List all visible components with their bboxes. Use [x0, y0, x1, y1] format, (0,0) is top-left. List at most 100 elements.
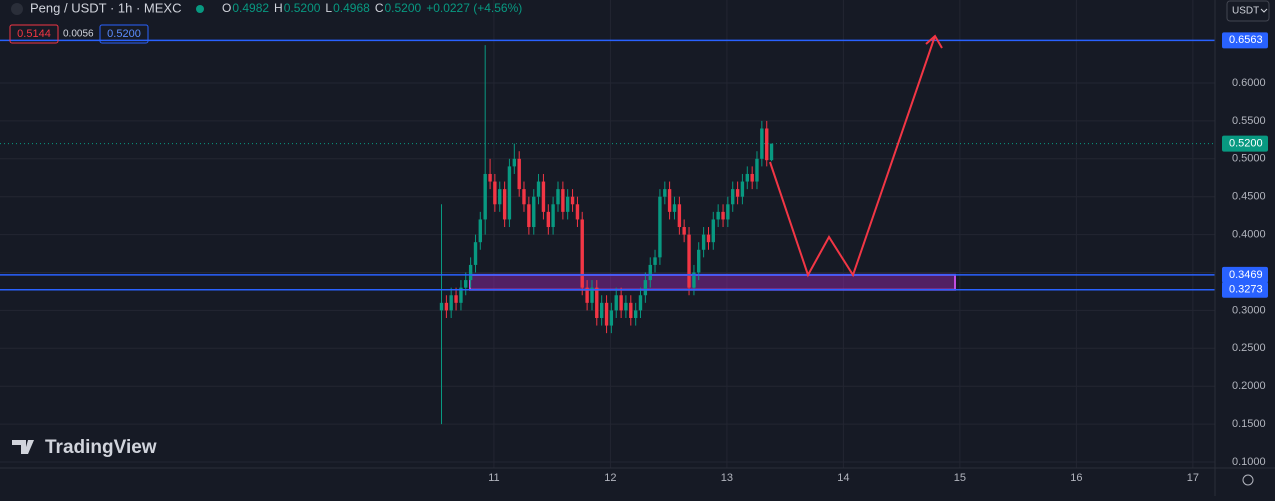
candle-body [663, 189, 667, 197]
candle-body [522, 189, 526, 205]
candle-body [735, 189, 740, 197]
candle-body [687, 234, 691, 288]
candle-body [561, 189, 565, 212]
candle-body [459, 287, 463, 303]
candle-body [570, 196, 575, 205]
candle-body [536, 181, 541, 197]
candle-body [672, 204, 677, 212]
candle-body [658, 196, 662, 258]
y-tick-label: 0.4500 [1232, 191, 1266, 203]
y-tick-label: 0.3000 [1232, 304, 1266, 316]
candle-body [692, 272, 696, 288]
candle-body [721, 211, 725, 220]
ohlc-key: C [375, 1, 384, 15]
candle-body [706, 234, 711, 243]
marks [0, 39, 1215, 425]
currency-button[interactable] [1226, 0, 1270, 22]
candle-body [653, 257, 657, 265]
forecast-arrow [769, 35, 936, 278]
candle-body [701, 234, 706, 250]
logo-icon [12, 440, 34, 454]
candle-body [483, 173, 487, 220]
candle-body [527, 204, 531, 228]
candle-body [541, 181, 546, 212]
y-tick-label: 0.4000 [1232, 229, 1266, 241]
buy-box[interactable] [99, 24, 149, 44]
candle-body [750, 173, 754, 182]
candle-body [643, 280, 648, 296]
candle-body [507, 166, 512, 220]
candle-body [638, 295, 643, 311]
sell-box[interactable] [9, 24, 59, 44]
x-tick-label: 16 [1070, 472, 1082, 484]
price-label: 0.3469 [1229, 269, 1263, 281]
buy-price[interactable]: 0.5200 [107, 28, 141, 40]
candle-body [575, 204, 580, 220]
candle-body [682, 227, 686, 235]
candle-body [629, 302, 633, 318]
sell-price[interactable]: 0.5144 [17, 28, 51, 40]
x-tick-label: 17 [1187, 472, 1199, 484]
currency-caret [1260, 8, 1268, 13]
candle-body [633, 310, 638, 318]
candle-body [755, 158, 759, 182]
candle-body [726, 204, 730, 220]
currency[interactable]: USDT [1232, 6, 1259, 17]
candle-body [488, 173, 492, 182]
symbol[interactable]: Peng / USDT · 1h · MEXC [30, 0, 181, 15]
candle-body [604, 302, 609, 326]
candle-body [473, 242, 478, 265]
y-tick-label: 0.5500 [1232, 115, 1266, 127]
candle-body [609, 310, 614, 326]
x-tick-label: 13 [721, 472, 733, 484]
candle-body [444, 302, 449, 311]
spread: 0.0056 [63, 29, 94, 40]
price-label: 0.3273 [1229, 284, 1263, 296]
y-tick-label: 0.2500 [1232, 342, 1266, 354]
candle-body [439, 302, 444, 311]
candle-body [512, 158, 517, 167]
status-dot [196, 5, 204, 13]
candle-body [532, 196, 536, 228]
candle-body [667, 189, 672, 212]
ohlc-value: 0.4982 [232, 1, 269, 15]
candle-body [517, 158, 521, 190]
zone [469, 273, 956, 291]
candle-body [716, 211, 720, 220]
candle-body [595, 287, 599, 318]
price-label-box [1222, 266, 1268, 283]
x-tick-label: 11 [488, 472, 499, 484]
candle-body [498, 189, 502, 205]
candle-body [565, 196, 570, 212]
ohlc-value: 0.5200 [284, 1, 321, 15]
last-price-box [1222, 135, 1268, 152]
y-tick-label: 0.2000 [1232, 380, 1266, 392]
candle-body [677, 204, 682, 228]
candle-body [464, 280, 468, 288]
candle-body [599, 302, 604, 318]
y-tick-label: 0.1000 [1232, 456, 1266, 468]
price-label: 0.6563 [1229, 34, 1263, 46]
candle-body [478, 219, 482, 243]
logo[interactable]: TradingView [45, 437, 157, 458]
candle-body [551, 204, 555, 228]
ohlc-key: H [274, 1, 283, 15]
candle-body [493, 181, 497, 205]
settings-icon[interactable] [1242, 474, 1254, 486]
candle-body [454, 295, 458, 303]
candle-body [740, 181, 745, 197]
candle-body [585, 287, 589, 303]
y-tick-label: 0.5000 [1232, 153, 1266, 165]
candle-body [619, 295, 623, 311]
candle-body [697, 249, 701, 273]
candle-body [745, 173, 749, 182]
candle-body [590, 287, 594, 303]
x-tick-label: 12 [604, 472, 616, 484]
candle-body [502, 189, 507, 220]
ohlc-value: 0.4968 [333, 1, 370, 15]
candle-body [765, 128, 769, 161]
x-tick-label: 15 [954, 472, 966, 484]
